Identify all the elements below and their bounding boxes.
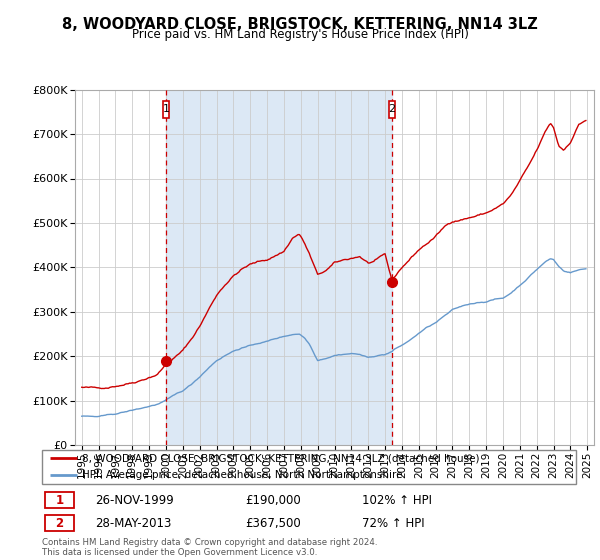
- Text: £190,000: £190,000: [245, 493, 301, 507]
- Text: Price paid vs. HM Land Registry's House Price Index (HPI): Price paid vs. HM Land Registry's House …: [131, 28, 469, 41]
- Text: 2: 2: [55, 516, 64, 530]
- Text: 2: 2: [389, 104, 395, 114]
- Bar: [166, 90, 392, 445]
- Text: 8, WOODYARD CLOSE, BRIGSTOCK, KETTERING, NN14 3LZ: 8, WOODYARD CLOSE, BRIGSTOCK, KETTERING,…: [62, 17, 538, 32]
- Text: 1: 1: [55, 493, 64, 507]
- Text: 102% ↑ HPI: 102% ↑ HPI: [362, 493, 433, 507]
- Bar: [389, 101, 395, 118]
- Text: 8, WOODYARD CLOSE, BRIGSTOCK, KETTERING, NN14 3LZ (detached house): 8, WOODYARD CLOSE, BRIGSTOCK, KETTERING,…: [82, 454, 479, 463]
- Bar: [44, 492, 74, 508]
- Text: 72% ↑ HPI: 72% ↑ HPI: [362, 516, 425, 530]
- Text: HPI: Average price, detached house, North Northamptonshire: HPI: Average price, detached house, Nort…: [82, 470, 403, 480]
- Text: 1: 1: [163, 104, 169, 114]
- Text: 26-NOV-1999: 26-NOV-1999: [95, 493, 174, 507]
- Text: Contains HM Land Registry data © Crown copyright and database right 2024.
This d: Contains HM Land Registry data © Crown c…: [42, 538, 377, 557]
- Text: £367,500: £367,500: [245, 516, 301, 530]
- Bar: [44, 515, 74, 531]
- Bar: [163, 101, 169, 118]
- Text: 28-MAY-2013: 28-MAY-2013: [95, 516, 172, 530]
